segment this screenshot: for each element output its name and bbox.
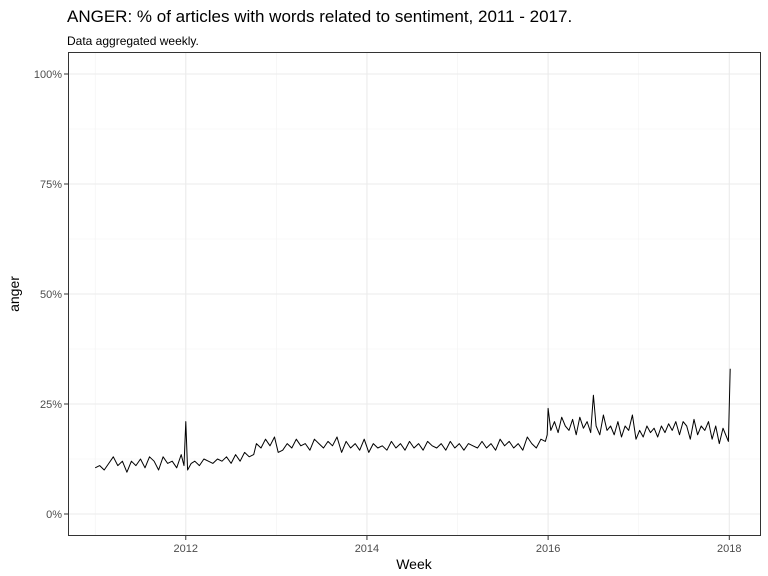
- gridlines: [68, 52, 761, 536]
- x-axis-title: Week: [396, 556, 433, 572]
- plot-panel-border: [68, 52, 761, 536]
- series-layer: [94, 368, 731, 473]
- axes: 0% 25% 50% 75% 100% 2012 2014 2016 2018: [34, 69, 742, 555]
- x-tick-label: 2014: [355, 543, 379, 555]
- y-tick-label: 100%: [34, 69, 62, 81]
- y-tick-label: 0%: [46, 509, 62, 521]
- series-line: [94, 368, 731, 473]
- y-axis-title: anger: [6, 276, 22, 312]
- x-tick-label: 2016: [536, 543, 560, 555]
- y-tick-label: 50%: [40, 289, 62, 301]
- chart-subtitle: Data aggregated weekly.: [67, 34, 199, 48]
- y-tick-label: 25%: [40, 399, 62, 411]
- x-tick-label: 2012: [174, 543, 198, 555]
- chart-title: ANGER: % of articles with words related …: [67, 7, 573, 26]
- x-tick-label: 2018: [717, 543, 741, 555]
- y-tick-label: 75%: [40, 179, 62, 191]
